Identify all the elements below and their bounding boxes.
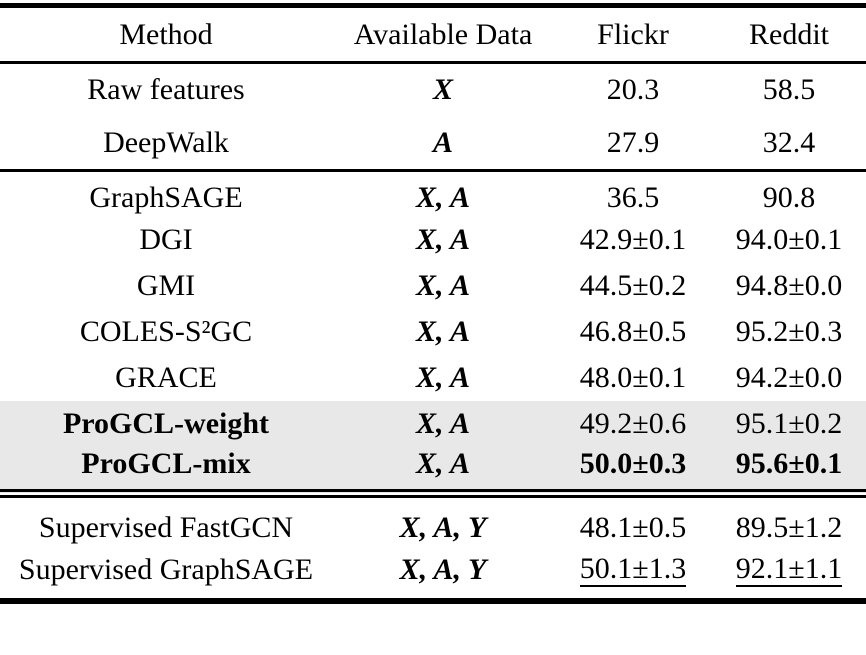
underlined-value: 92.1±1.1 xyxy=(735,552,843,587)
table-row-grace: GRACE X, A 48.0±0.1 94.2±0.0 xyxy=(0,355,866,401)
method-cell: GraphSAGE xyxy=(89,181,243,215)
table-row-gmi: GMI X, A 44.5±0.2 94.8±0.0 xyxy=(0,263,866,309)
method-cell: Supervised GraphSAGE xyxy=(18,552,314,586)
reddit-value-cell: 94.2±0.0 xyxy=(735,360,843,394)
reddit-value-cell: 90.8 xyxy=(762,181,816,215)
flickr-value-cell: 42.9±0.1 xyxy=(579,222,687,256)
table-row-supervised-fastgcn: Supervised FastGCN X, A, Y 48.1±0.5 89.5… xyxy=(0,493,866,547)
method-cell: ProGCL-mix xyxy=(81,446,251,480)
method-cell: GMI xyxy=(136,268,196,302)
underlined-value: 50.1±1.3 xyxy=(579,552,687,587)
table-header: Method Available Data Flickr Reddit xyxy=(0,6,866,63)
flickr-value-cell: 36.5 xyxy=(606,181,660,215)
flickr-value-cell: 20.3 xyxy=(606,73,660,107)
available-data-cell: X, A xyxy=(416,446,470,480)
flickr-value-cell: 50.0±0.3 xyxy=(579,446,687,480)
method-cell: COLES-S²GC xyxy=(79,314,253,348)
flickr-value-cell: 27.9 xyxy=(606,125,660,159)
method-cell: DGI xyxy=(139,222,193,256)
available-data-cell: X, A xyxy=(416,222,470,256)
reddit-value-cell: 92.1±1.1 xyxy=(712,547,866,601)
method-cell: Raw features xyxy=(87,73,245,107)
available-data-cell: X, A xyxy=(416,314,470,348)
reddit-value-cell: 94.8±0.0 xyxy=(735,268,843,302)
available-data-cell: X xyxy=(432,73,453,107)
column-header-reddit: Reddit xyxy=(749,17,829,51)
flickr-value-cell: 48.1±0.5 xyxy=(579,511,687,545)
column-header-available-data: Available Data xyxy=(353,17,533,51)
reddit-value-cell: 89.5±1.2 xyxy=(735,511,843,545)
available-data-cell: X, A, Y xyxy=(399,552,487,586)
available-data-cell: A xyxy=(432,125,453,159)
table-row-dgi: DGI X, A 42.9±0.1 94.0±0.1 xyxy=(0,217,866,263)
table-row-supervised-graphsage: Supervised GraphSAGE X, A, Y 50.1±1.3 92… xyxy=(0,547,866,601)
section-supervised-methods: Supervised FastGCN X, A, Y 48.1±0.5 89.5… xyxy=(0,493,866,601)
table-row-coles-s2gc: COLES-S²GC X, A 46.8±0.5 95.2±0.3 xyxy=(0,309,866,355)
available-data-cell: X, A, Y xyxy=(399,511,487,545)
table-row-raw-features: Raw features X 20.3 58.5 xyxy=(0,63,866,117)
flickr-value-cell: 48.0±0.1 xyxy=(579,360,687,394)
available-data-cell: X, A xyxy=(416,360,470,394)
column-header-flickr: Flickr xyxy=(597,17,669,51)
section-self-supervised-methods: GraphSAGE X, A 36.5 90.8 DGI X, A 42.9±0… xyxy=(0,171,866,493)
reddit-value-cell: 32.4 xyxy=(762,125,816,159)
available-data-cell: X, A xyxy=(416,181,470,215)
method-cell: ProGCL-weight xyxy=(62,406,270,440)
method-cell: GRACE xyxy=(115,360,217,394)
reddit-value-cell: 95.1±0.2 xyxy=(735,406,843,440)
method-cell: Supervised FastGCN xyxy=(38,511,294,545)
reddit-value-cell: 58.5 xyxy=(762,73,816,107)
reddit-value-cell: 94.0±0.1 xyxy=(735,222,843,256)
available-data-cell: X, A xyxy=(416,406,470,440)
table-row-deepwalk: DeepWalk A 27.9 32.4 xyxy=(0,117,866,171)
reddit-value-cell: 95.2±0.3 xyxy=(735,314,843,348)
section-feature-baselines: Raw features X 20.3 58.5 DeepWalk A 27.9… xyxy=(0,63,866,171)
method-cell: DeepWalk xyxy=(103,125,229,159)
table-row-progcl-weight: ProGCL-weight X, A 49.2±0.6 95.1±0.2 xyxy=(0,400,866,447)
reddit-value-cell: 95.6±0.1 xyxy=(735,446,843,480)
flickr-value-cell: 44.5±0.2 xyxy=(579,268,687,302)
flickr-value-cell: 50.1±1.3 xyxy=(554,547,712,601)
flickr-value-cell: 46.8±0.5 xyxy=(579,314,687,348)
flickr-value-cell: 49.2±0.6 xyxy=(579,406,687,440)
column-header-method: Method xyxy=(119,17,213,51)
table-row-graphsage: GraphSAGE X, A 36.5 90.8 xyxy=(0,171,866,217)
results-table: Method Available Data Flickr Reddit Raw … xyxy=(0,3,866,604)
available-data-cell: X, A xyxy=(416,268,470,302)
header-row: Method Available Data Flickr Reddit xyxy=(0,6,866,63)
table-row-progcl-mix: ProGCL-mix X, A 50.0±0.3 95.6±0.1 xyxy=(0,446,866,493)
